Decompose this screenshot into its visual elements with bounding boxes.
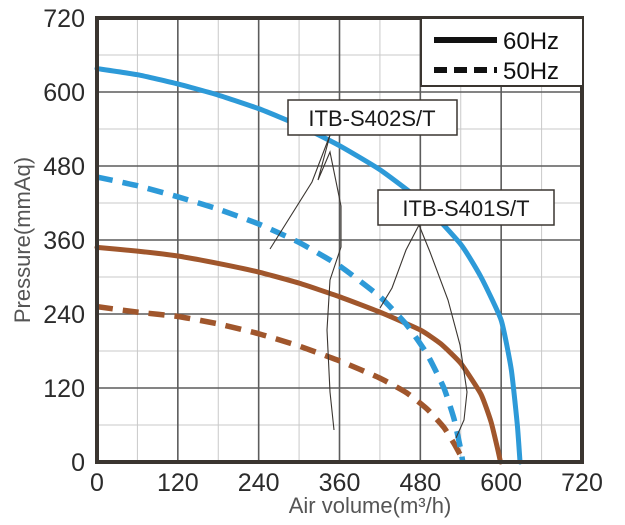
annotation-box-402 xyxy=(287,99,458,136)
annotation-model-401: ITB-S401S/T xyxy=(377,189,555,226)
legend-label-60hz: 60Hz xyxy=(503,28,559,55)
annotation-leader-lines xyxy=(269,134,468,439)
annotation-text-402: ITB-S402S/T xyxy=(308,106,435,131)
legend-box xyxy=(420,17,584,87)
y-tick-label-240: 240 xyxy=(43,301,85,329)
series-curve-ITBS402ST-50Hz xyxy=(96,174,466,463)
annotation-text-401: ITB-S401S/T xyxy=(402,196,529,221)
y-axis-title: Pressure(mmAq) xyxy=(10,157,35,323)
y-tick-label-120: 120 xyxy=(43,375,85,403)
annotation-model-402: ITB-S402S/T xyxy=(287,99,458,136)
legend: 60Hz 50Hz xyxy=(420,17,584,87)
x-tick-label-120: 120 xyxy=(157,469,199,497)
y-tick-label-0: 0 xyxy=(71,449,85,477)
x-tick-label-360: 360 xyxy=(319,469,361,497)
series-curves xyxy=(94,66,523,465)
legend-label-50hz: 50Hz xyxy=(503,58,559,85)
series-curve-ITBS402ST-60Hz xyxy=(94,66,523,465)
annotation-box-401 xyxy=(377,189,555,226)
x-tick-label-600: 600 xyxy=(480,469,522,497)
axis-frame xyxy=(95,16,584,464)
series-curve-ITBS401ST-60Hz xyxy=(94,244,503,465)
x-tick-label-0: 0 xyxy=(90,469,104,497)
x-axis-title: Air volume(m³/h) xyxy=(289,493,452,518)
y-tick-label-600: 600 xyxy=(43,79,85,107)
y-tick-label-360: 360 xyxy=(43,227,85,255)
y-tick-label-480: 480 xyxy=(43,153,85,181)
x-tick-label-240: 240 xyxy=(238,469,280,497)
y-axis-tick-labels: 0 120 240 360 480 600 720 xyxy=(43,5,85,477)
x-axis-tick-labels: 0 120 240 360 480 600 720 xyxy=(90,469,603,497)
series-curve-ITBS401ST-50Hz xyxy=(96,303,466,464)
x-tick-label-720: 720 xyxy=(561,469,603,497)
x-tick-label-480: 480 xyxy=(399,469,441,497)
y-tick-label-720: 720 xyxy=(43,5,85,33)
